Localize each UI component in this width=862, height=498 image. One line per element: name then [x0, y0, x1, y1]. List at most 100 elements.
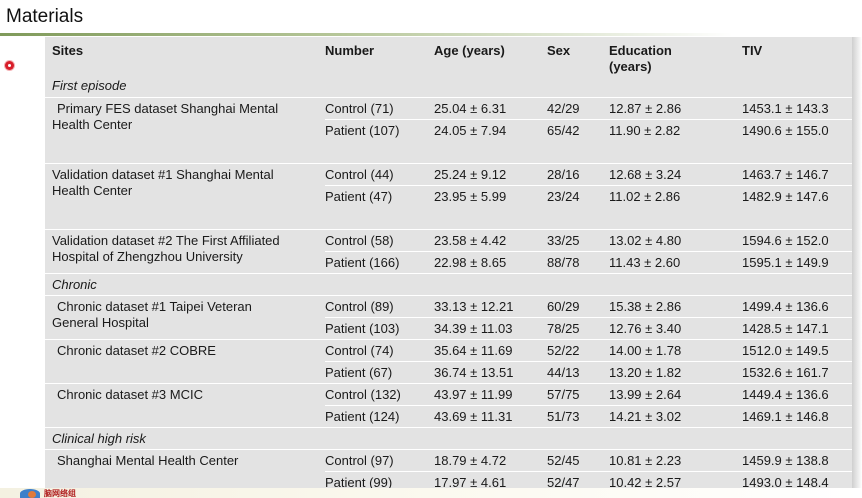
cell-age: 33.13 ± 12.21: [434, 294, 547, 317]
section-label: Clinical high risk: [45, 426, 852, 449]
table-row: Chronic dataset #1 Taipei Veteran Genera…: [45, 294, 852, 339]
cell-sex: 52/45: [547, 448, 609, 471]
cell-tiv: 1469.1 ± 146.8: [742, 404, 852, 427]
cell-age: 43.69 ± 11.31: [434, 404, 547, 427]
cell-sex: 33/25: [547, 228, 609, 251]
cell-sex: 52/22: [547, 338, 609, 361]
cell-sex: 42/29: [547, 96, 609, 119]
cell-sex: 88/78: [547, 250, 609, 273]
cell-sex: 52/47: [547, 470, 609, 493]
cell-number: Patient (99): [325, 470, 434, 493]
site-cell: Validation dataset #1 Shanghai Mental He…: [45, 162, 325, 207]
site-cell: Primary FES dataset Shanghai Mental Heal…: [45, 96, 325, 141]
demographics-table: Sites Number Age (years) Sex Education (…: [45, 37, 852, 493]
cell-number: Control (71): [325, 96, 434, 119]
cell-age: 23.95 ± 5.99: [434, 184, 547, 207]
site-name-line1: Chronic dataset #2 COBRE: [57, 342, 216, 358]
site-name-line1: Validation dataset #2 The First Affiliat…: [52, 232, 280, 248]
cell-education: 14.00 ± 1.78: [609, 338, 742, 361]
table-row: Primary FES dataset Shanghai Mental Heal…: [45, 96, 852, 141]
footer-logo-text: 脑网络组: [44, 489, 76, 498]
cell-number: Patient (107): [325, 118, 434, 141]
header-sites: Sites: [52, 43, 84, 58]
section-row-clinical-high-risk: Clinical high risk: [45, 426, 852, 449]
cell-sex: 28/16: [547, 162, 609, 185]
table-row: Patient (166) 22.98 ± 8.65 88/78 11.43 ±…: [45, 250, 852, 273]
cell-tiv: 1428.5 ± 147.1: [742, 316, 852, 339]
cell-education: 12.68 ± 3.24: [609, 162, 742, 185]
section-row-first-episode: First episode: [45, 75, 852, 97]
laser-pointer-icon: [5, 61, 14, 70]
cell-number: Control (74): [325, 338, 434, 361]
header-tiv: TIV: [742, 43, 763, 58]
cell-number: Control (58): [325, 228, 434, 251]
site-name-line2: General Hospital: [52, 314, 149, 330]
cell-age: 17.97 ± 4.61: [434, 470, 547, 493]
cell-number: Patient (67): [325, 360, 434, 383]
cell-age: 36.74 ± 13.51: [434, 360, 547, 383]
cell-age: 24.05 ± 7.94: [434, 118, 547, 141]
site-cell: Chronic dataset #1 Taipei Veteran Genera…: [45, 294, 325, 339]
cell-tiv: 1482.9 ± 147.6: [742, 184, 852, 207]
cell-education: 11.43 ± 2.60: [609, 250, 742, 273]
site-name-line2: Hospital of Zhengzhou University: [52, 248, 243, 264]
cell-sex: 65/42: [547, 118, 609, 141]
section-row-chronic: Chronic: [45, 272, 852, 295]
cell-tiv: 1499.4 ± 136.6: [742, 294, 852, 317]
cell-tiv: 1490.6 ± 155.0: [742, 118, 852, 141]
table-row: Shanghai Mental Health Center Control (9…: [45, 448, 852, 493]
cell-education: 10.81 ± 2.23: [609, 448, 742, 471]
cell-tiv: 1493.0 ± 148.4: [742, 470, 852, 493]
cell-number: Patient (47): [325, 184, 434, 207]
cell-education: 15.38 ± 2.86: [609, 294, 742, 317]
slide-title: Materials: [6, 6, 84, 27]
cell-age: 43.97 ± 11.99: [434, 382, 547, 405]
table-row: Patient (103) 34.39 ± 11.03 78/25 12.76 …: [45, 316, 852, 339]
cell-tiv: 1459.9 ± 138.8: [742, 448, 852, 471]
cell-sex: 57/75: [547, 382, 609, 405]
cell-number: Control (44): [325, 162, 434, 185]
table-row: Patient (99) 17.97 ± 4.61 52/47 10.42 ± …: [45, 470, 852, 493]
spacer-row: [45, 141, 852, 163]
table-row: Patient (124) 43.69 ± 11.31 51/73 14.21 …: [45, 404, 852, 427]
cell-education: 12.76 ± 3.40: [609, 316, 742, 339]
cell-age: 22.98 ± 8.65: [434, 250, 547, 273]
spacer-row: [45, 207, 852, 229]
cell-age: 25.04 ± 6.31: [434, 96, 547, 119]
demographics-table-container: Sites Number Age (years) Sex Education (…: [45, 37, 852, 493]
cell-tiv: 1594.6 ± 152.0: [742, 228, 852, 251]
table-shadow: [852, 37, 862, 488]
cell-age: 35.64 ± 11.69: [434, 338, 547, 361]
cell-education: 13.02 ± 4.80: [609, 228, 742, 251]
header-education-line1: Education: [609, 43, 672, 58]
cell-education: 10.42 ± 2.57: [609, 470, 742, 493]
table-row: Chronic dataset #3 MCIC Control (132) 43…: [45, 382, 852, 427]
cell-age: 18.79 ± 4.72: [434, 448, 547, 471]
site-name-line1: Primary FES dataset Shanghai Mental: [57, 100, 279, 116]
site-name-line1: Chronic dataset #3 MCIC: [57, 386, 203, 402]
cell-education: 14.21 ± 3.02: [609, 404, 742, 427]
cell-sex: 78/25: [547, 316, 609, 339]
cell-education: 12.87 ± 2.86: [609, 96, 742, 119]
cell-number: Control (97): [325, 448, 434, 471]
cell-age: 34.39 ± 11.03: [434, 316, 547, 339]
header-sex: Sex: [547, 43, 571, 58]
header-age: Age (years): [434, 43, 505, 58]
cell-education: 13.20 ± 1.82: [609, 360, 742, 383]
header-education-line2: (years): [609, 59, 652, 74]
table-row: Validation dataset #1 Shanghai Mental He…: [45, 162, 852, 207]
table-header-row: Sites Number Age (years) Sex Education (…: [45, 37, 852, 75]
site-name-line2: Health Center: [52, 116, 133, 132]
cell-age: 25.24 ± 9.12: [434, 162, 547, 185]
cell-number: Control (89): [325, 294, 434, 317]
title-underline: [0, 33, 862, 36]
cell-number: Patient (103): [325, 316, 434, 339]
section-label: Chronic: [45, 272, 852, 295]
site-name-line1: Shanghai Mental Health Center: [57, 452, 239, 468]
footer-strip: [0, 488, 862, 498]
cell-education: 13.99 ± 2.64: [609, 382, 742, 405]
cell-age: 23.58 ± 4.42: [434, 228, 547, 251]
table-row: Patient (67) 36.74 ± 13.51 44/13 13.20 ±…: [45, 360, 852, 383]
table-row: Validation dataset #2 The First Affiliat…: [45, 228, 852, 273]
cell-education: 11.90 ± 2.82: [609, 118, 742, 141]
